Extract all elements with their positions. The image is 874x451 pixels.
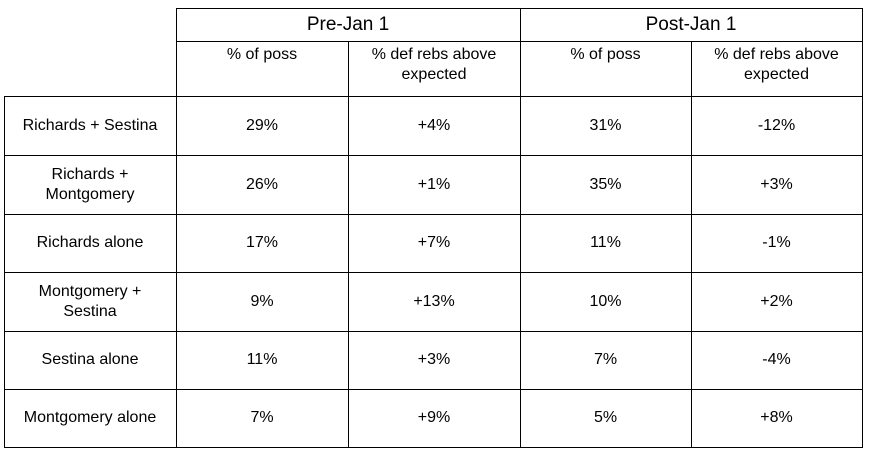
cell-pre-poss: 26% <box>245 175 279 193</box>
cell-pre-poss: 11% <box>246 351 278 368</box>
column-divider <box>691 41 692 448</box>
table-border-left <box>4 96 5 448</box>
row-label: Richards + Sestina <box>22 116 158 134</box>
column-divider <box>520 8 521 448</box>
cell-pre-rebs: +1% <box>417 175 451 193</box>
column-divider <box>348 41 349 448</box>
cell-post-rebs: +3% <box>760 175 793 193</box>
cell-post-rebs: +2% <box>760 292 793 310</box>
cell-pre-rebs: +13% <box>413 292 455 310</box>
cell-post-poss: 35% <box>589 175 622 193</box>
header-group-divider <box>176 41 863 42</box>
cell-pre-rebs: +7% <box>417 234 451 251</box>
cell-pre-rebs: +4% <box>417 116 451 134</box>
cell-pre-poss: 7% <box>250 409 274 426</box>
subheader-pre-poss: % of poss <box>226 46 298 63</box>
row-label: Montgomery alone <box>23 409 157 426</box>
row-divider <box>4 331 863 332</box>
cell-post-poss: 11% <box>590 234 621 251</box>
row-divider <box>4 389 863 390</box>
cell-pre-rebs: +9% <box>417 409 451 426</box>
group-header-pre: Pre-Jan 1 <box>306 13 390 35</box>
table-border-right <box>862 8 863 448</box>
subheader-post-rebs: % def rebs above expected <box>714 46 839 83</box>
row-divider <box>4 447 863 448</box>
cell-pre-poss: 9% <box>250 292 274 310</box>
subheader-post-poss: % of poss <box>570 46 641 63</box>
row-label: Richards + Montgomery <box>45 165 135 203</box>
row-divider <box>4 155 863 156</box>
table-border-top <box>176 8 863 9</box>
cell-post-poss: 10% <box>589 292 622 310</box>
row-divider <box>4 272 863 273</box>
column-divider <box>176 8 177 448</box>
cell-post-rebs: -12% <box>757 116 796 134</box>
cell-post-poss: 31% <box>589 116 622 134</box>
row-label: Richards alone <box>36 234 144 251</box>
cell-post-poss: 5% <box>593 409 618 426</box>
row-label: Montgomery + Sestina <box>38 282 142 320</box>
cell-post-rebs: -4% <box>762 351 791 368</box>
cell-post-rebs: -1% <box>762 234 791 251</box>
group-header-post: Post-Jan 1 <box>645 13 737 35</box>
cell-post-rebs: +8% <box>760 409 793 426</box>
subheader-pre-rebs: % def rebs above expected <box>371 46 497 83</box>
cell-pre-rebs: +3% <box>417 351 451 368</box>
cell-pre-poss: 17% <box>245 234 279 251</box>
row-label: Sestina alone <box>41 351 139 368</box>
row-divider <box>4 214 863 215</box>
cell-pre-poss: 29% <box>245 116 279 134</box>
cell-post-poss: 7% <box>593 351 618 368</box>
row-divider <box>4 96 863 97</box>
